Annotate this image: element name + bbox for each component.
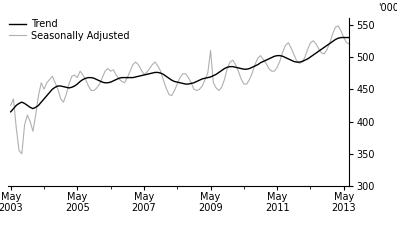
- Seasonally Adjusted: [208, 49, 213, 52]
- Seasonally Adjusted: [75, 76, 80, 79]
- Seasonally Adjusted: [336, 25, 341, 27]
- Seasonally Adjusted: [350, 37, 355, 40]
- Trend: [108, 81, 113, 84]
- Trend: [8, 111, 13, 113]
- Line: Trend: Trend: [11, 37, 352, 112]
- Trend: [339, 36, 343, 39]
- Text: '000: '000: [378, 2, 397, 13]
- Trend: [158, 72, 163, 74]
- Seasonally Adjusted: [11, 98, 16, 100]
- Seasonally Adjusted: [19, 153, 24, 155]
- Trend: [205, 76, 210, 79]
- Seasonally Adjusted: [161, 79, 166, 81]
- Trend: [11, 107, 16, 110]
- Trend: [72, 85, 77, 87]
- Seasonally Adjusted: [8, 104, 13, 107]
- Line: Seasonally Adjusted: Seasonally Adjusted: [11, 26, 352, 154]
- Seasonally Adjusted: [33, 114, 38, 116]
- Seasonally Adjusted: [111, 69, 116, 71]
- Trend: [31, 107, 35, 110]
- Legend: Trend, Seasonally Adjusted: Trend, Seasonally Adjusted: [9, 19, 130, 41]
- Trend: [350, 36, 355, 39]
